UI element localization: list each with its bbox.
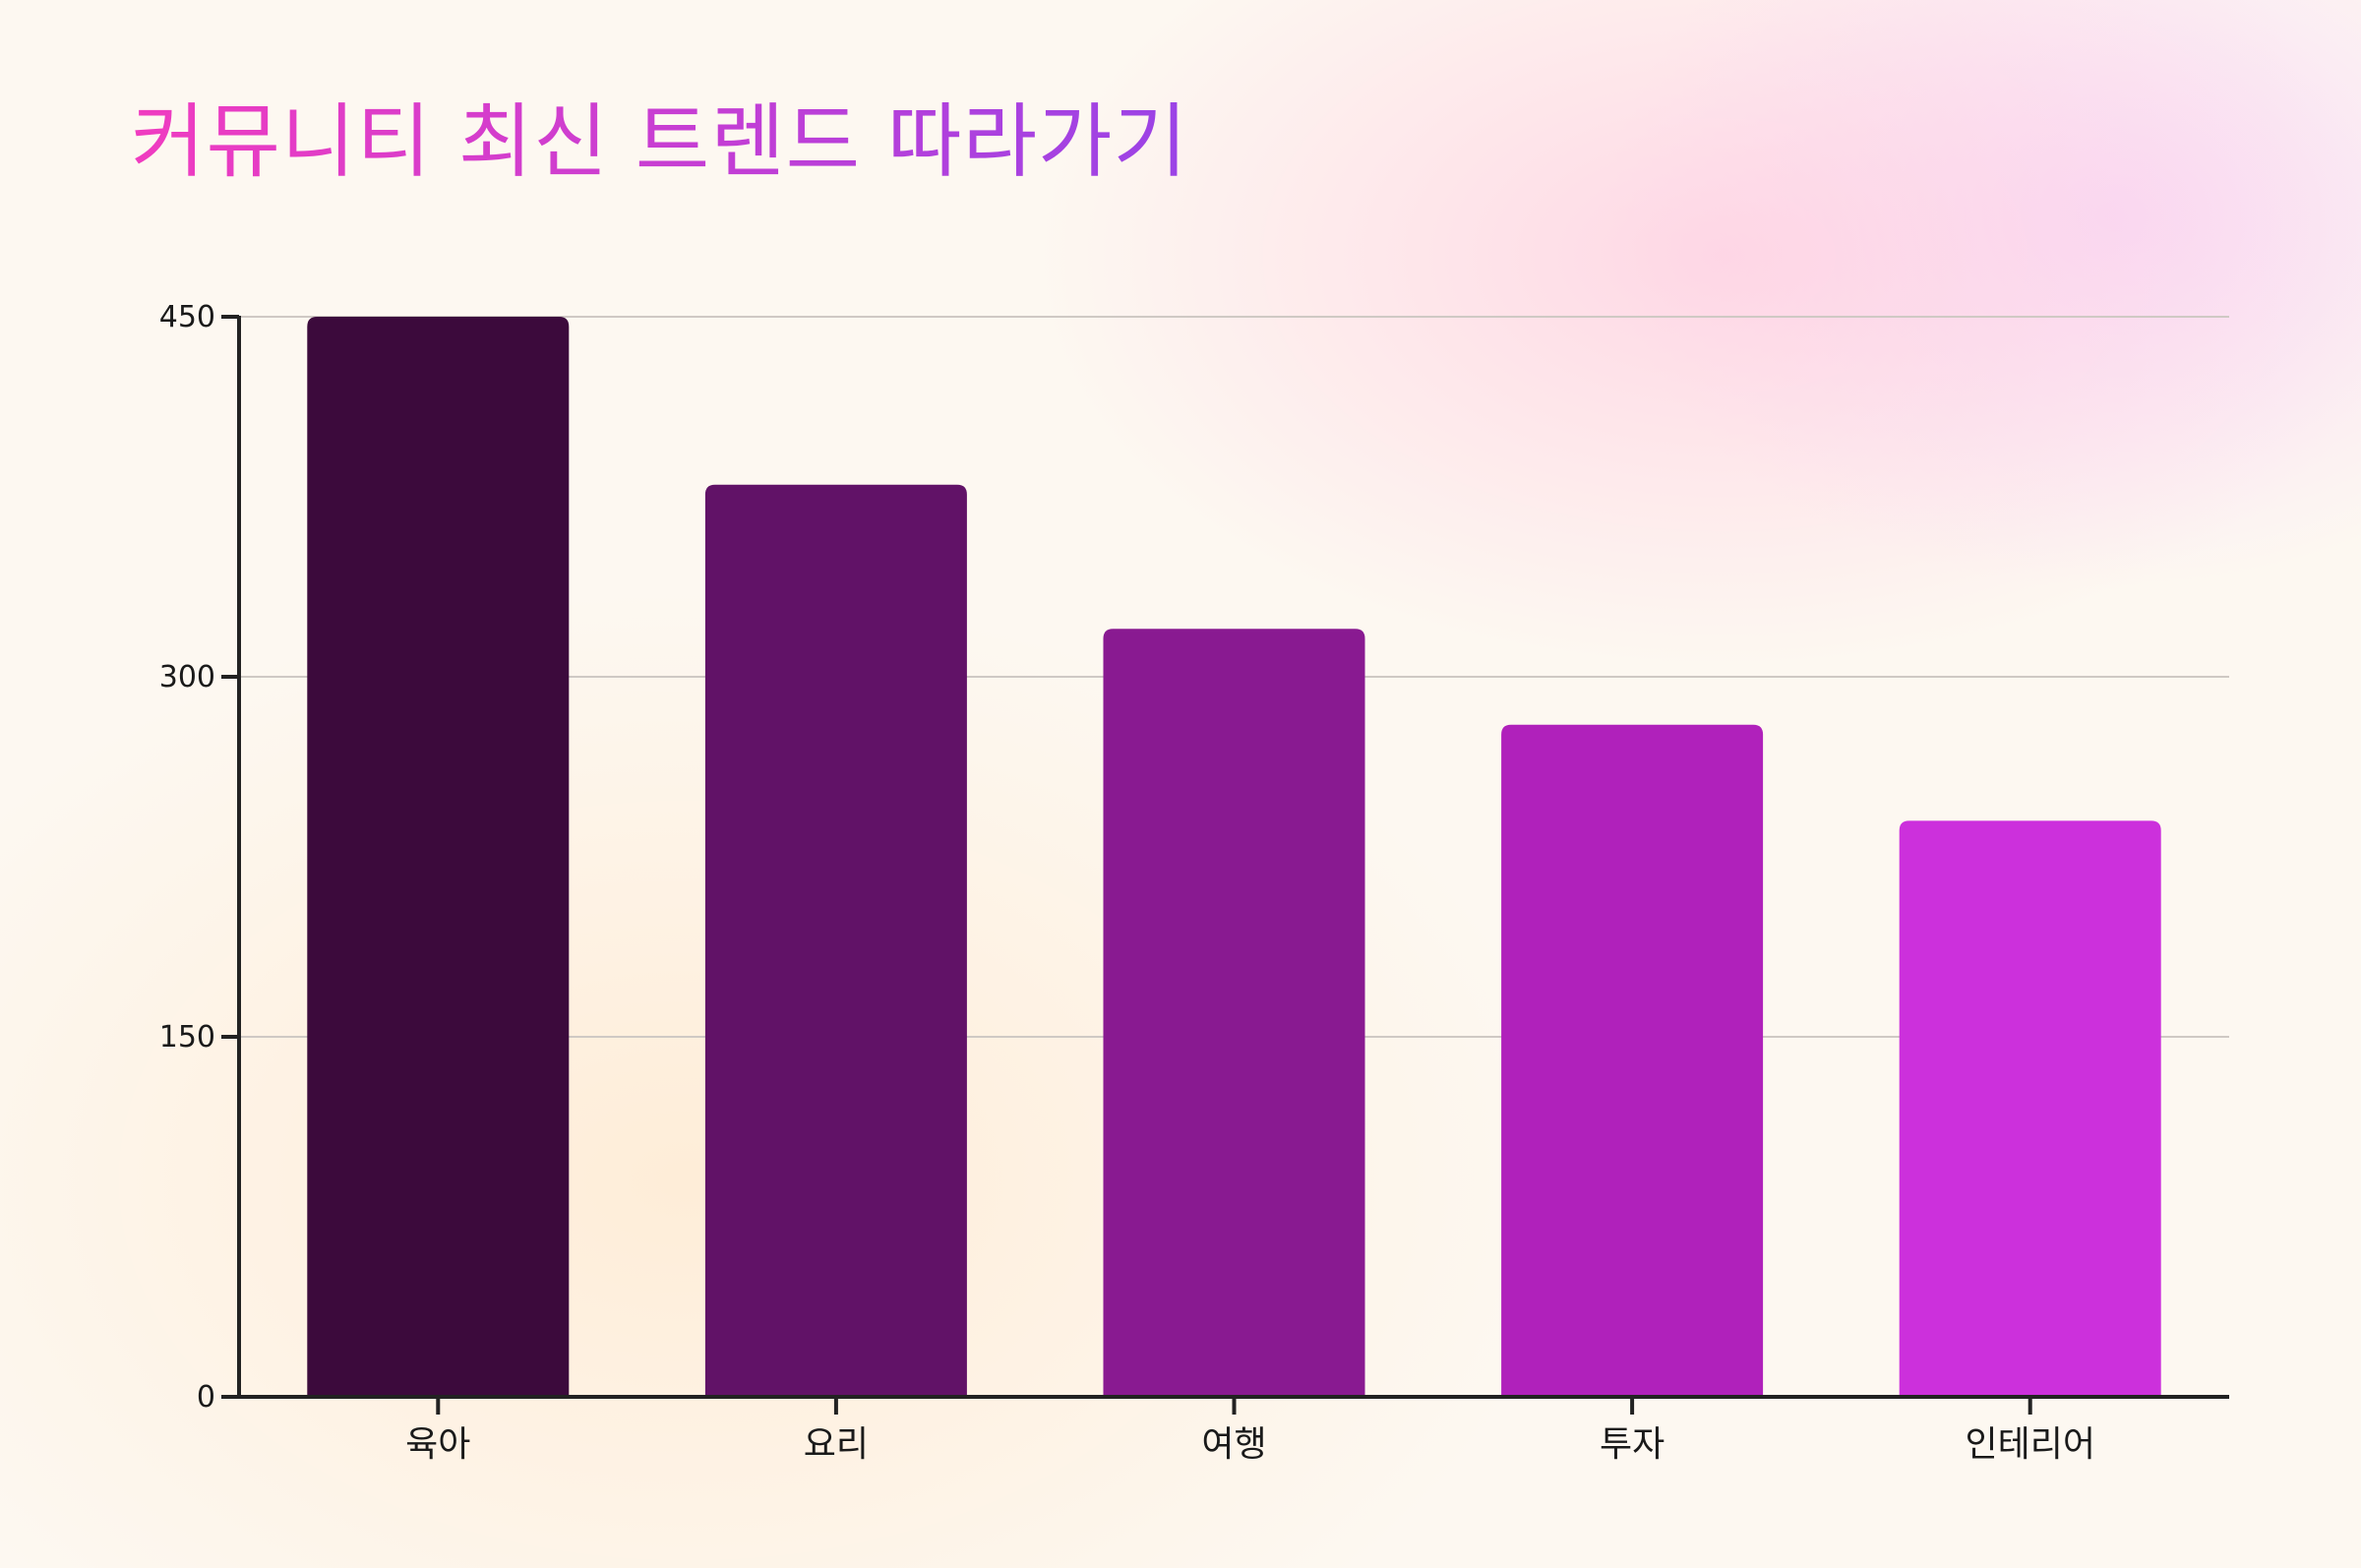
y-ticks: 0 150 300 450 (159, 300, 239, 1415)
y-tick-label-2: 300 (159, 660, 215, 694)
bar-2 (1103, 629, 1365, 1397)
x-tick-label-0: 육아 (405, 1424, 470, 1465)
y-tick-label-3: 450 (159, 300, 215, 334)
bar-4 (1899, 820, 2161, 1397)
bar-0 (307, 317, 570, 1397)
bar-1 (704, 484, 967, 1397)
y-tick-label-0: 0 (197, 1380, 215, 1415)
x-ticks: 육아 요리 여행 투자 인테리어 (405, 1397, 2095, 1465)
x-tick-label-4: 인테리어 (1965, 1424, 2094, 1465)
chart-title: 커뮤니티 최신 트렌드 따라가기 (131, 95, 1188, 189)
x-tick-label-3: 투자 (1600, 1424, 1665, 1465)
bars (307, 317, 2161, 1397)
bar-3 (1501, 724, 1764, 1397)
y-tick-label-1: 150 (159, 1020, 215, 1055)
x-tick-label-2: 여행 (1201, 1424, 1266, 1465)
x-tick-label-1: 요리 (804, 1424, 869, 1465)
